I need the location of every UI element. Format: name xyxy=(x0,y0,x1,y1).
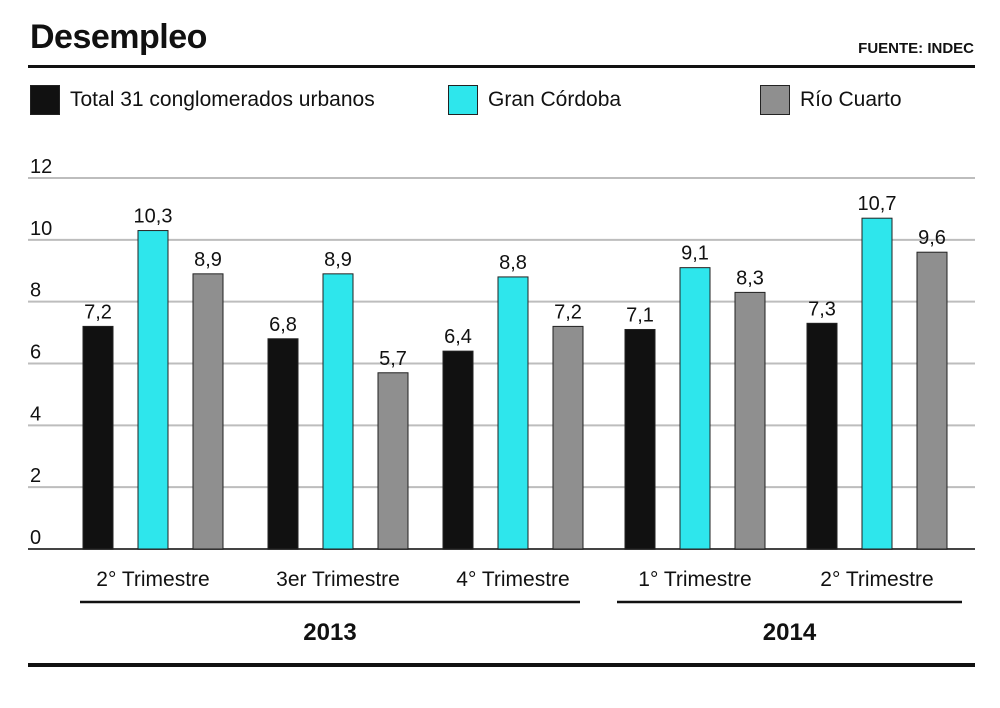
data-label: 6,8 xyxy=(269,314,297,336)
y-tick-label: 8 xyxy=(30,280,41,302)
bar xyxy=(734,291,766,550)
x-category-label: 2° Trimestre xyxy=(820,568,933,591)
bottom-rule xyxy=(28,663,975,667)
legend-item-rio-cuarto: Río Cuarto xyxy=(760,84,902,116)
title-rule xyxy=(28,65,975,68)
legend-swatch-total xyxy=(30,85,60,115)
data-label: 5,7 xyxy=(379,348,407,370)
data-label: 7,2 xyxy=(554,301,582,323)
legend-label-cordoba: Gran Córdoba xyxy=(488,88,622,111)
data-label: 6,4 xyxy=(444,326,472,348)
data-label: 10,7 xyxy=(858,193,897,215)
legend-swatch-rio-cuarto xyxy=(760,85,790,115)
y-tick-label: 6 xyxy=(30,342,41,364)
data-label: 8,3 xyxy=(736,267,764,289)
chart-title: Desempleo xyxy=(30,18,207,56)
y-tick-label: 0 xyxy=(30,527,41,549)
bar xyxy=(497,276,529,550)
legend-item-cordoba: Gran Córdoba xyxy=(448,84,621,116)
data-label: 7,2 xyxy=(84,301,112,323)
y-tick-label: 10 xyxy=(30,218,52,240)
y-tick-label: 2 xyxy=(30,465,41,487)
bar xyxy=(192,273,224,550)
x-category-label: 1° Trimestre xyxy=(638,568,751,591)
bar xyxy=(552,325,584,550)
year-group-label: 2013 xyxy=(303,619,356,646)
data-label: 7,1 xyxy=(626,304,654,326)
data-label: 8,9 xyxy=(194,249,222,271)
data-label: 8,9 xyxy=(324,249,352,271)
x-category-label: 2° Trimestre xyxy=(96,568,209,591)
bar xyxy=(322,273,354,550)
y-tick-label: 4 xyxy=(30,403,41,425)
source-note: FUENTE: INDEC xyxy=(858,40,974,57)
bar xyxy=(916,251,948,550)
data-label: 10,3 xyxy=(134,206,173,228)
legend-label-rio-cuarto: Río Cuarto xyxy=(800,88,902,111)
bar xyxy=(267,338,299,550)
bar xyxy=(442,350,474,550)
year-group-label: 2014 xyxy=(763,619,817,646)
bar xyxy=(624,328,656,550)
y-tick-label: 12 xyxy=(30,156,52,178)
legend-label-total: Total 31 conglomerados urbanos xyxy=(70,88,375,111)
data-label: 7,3 xyxy=(808,298,836,320)
bar xyxy=(806,322,838,550)
bar xyxy=(82,325,114,550)
bar xyxy=(861,217,893,550)
legend-item-total: Total 31 conglomerados urbanos xyxy=(30,84,375,116)
bar xyxy=(377,372,409,550)
x-category-label: 4° Trimestre xyxy=(456,568,569,591)
data-label: 9,1 xyxy=(681,243,709,265)
data-label: 9,6 xyxy=(918,227,946,249)
bar xyxy=(137,230,169,550)
legend-swatch-cordoba xyxy=(448,85,478,115)
x-category-label: 3er Trimestre xyxy=(276,568,400,591)
bar xyxy=(679,267,711,550)
data-label: 8,8 xyxy=(499,252,527,274)
